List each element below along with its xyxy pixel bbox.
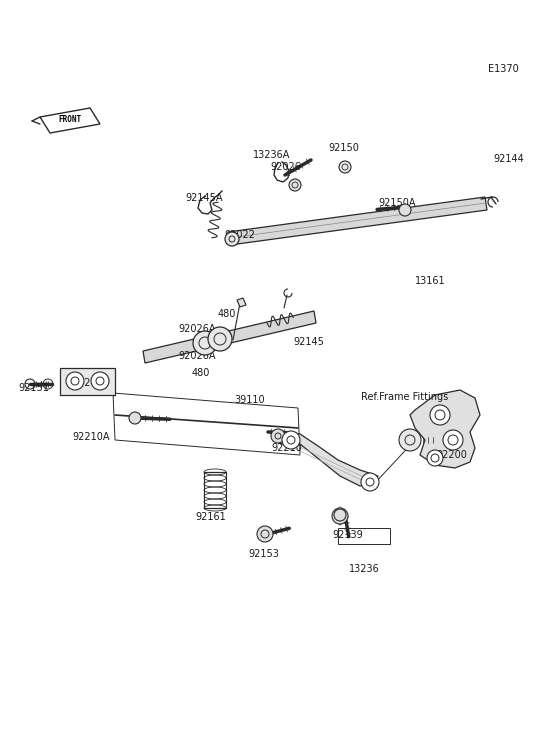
Text: 92150: 92150 [328, 143, 359, 153]
Text: 13236: 13236 [349, 564, 380, 574]
Circle shape [208, 327, 232, 351]
Text: 480: 480 [192, 368, 211, 378]
Circle shape [282, 431, 300, 449]
Circle shape [443, 430, 463, 450]
Circle shape [332, 508, 348, 524]
Circle shape [257, 526, 273, 542]
Text: FRONT: FRONT [58, 116, 82, 124]
Text: Ref.Frame Fittings: Ref.Frame Fittings [361, 392, 448, 402]
Text: 92161: 92161 [195, 512, 226, 522]
Text: 92026A: 92026A [178, 351, 216, 361]
Text: E1370: E1370 [488, 64, 519, 74]
Polygon shape [237, 298, 246, 307]
Circle shape [399, 204, 411, 216]
Circle shape [334, 509, 346, 521]
Text: 92151: 92151 [18, 383, 49, 393]
Text: 92210A: 92210A [72, 432, 110, 442]
Polygon shape [40, 108, 100, 133]
Text: 92144: 92144 [493, 154, 524, 164]
Circle shape [271, 429, 285, 443]
Text: 13236A: 13236A [253, 150, 291, 160]
Circle shape [430, 405, 450, 425]
Circle shape [66, 372, 84, 390]
Text: 13161: 13161 [415, 276, 446, 286]
Circle shape [225, 232, 239, 246]
Text: 92200: 92200 [436, 450, 467, 460]
Polygon shape [143, 311, 316, 363]
Text: 92022: 92022 [224, 230, 255, 240]
Circle shape [91, 372, 109, 390]
Text: 92150A: 92150A [378, 198, 416, 208]
Text: 92026A: 92026A [178, 324, 216, 334]
Polygon shape [410, 390, 480, 468]
Text: 39110: 39110 [234, 395, 265, 405]
Circle shape [193, 331, 217, 355]
Text: 92026: 92026 [270, 162, 301, 172]
Polygon shape [228, 197, 487, 245]
Circle shape [361, 473, 379, 491]
Text: 13242: 13242 [73, 378, 104, 388]
Text: 92210: 92210 [271, 443, 302, 453]
Text: 92139: 92139 [332, 530, 363, 540]
Circle shape [339, 161, 351, 173]
Text: 92153: 92153 [248, 549, 279, 559]
Circle shape [427, 450, 443, 466]
Circle shape [129, 412, 141, 424]
Text: 92145A: 92145A [185, 193, 222, 203]
Circle shape [399, 429, 421, 451]
Text: 480: 480 [218, 309, 236, 319]
Polygon shape [60, 368, 115, 395]
Circle shape [289, 179, 301, 191]
Polygon shape [280, 432, 378, 486]
Text: 92145: 92145 [293, 337, 324, 347]
